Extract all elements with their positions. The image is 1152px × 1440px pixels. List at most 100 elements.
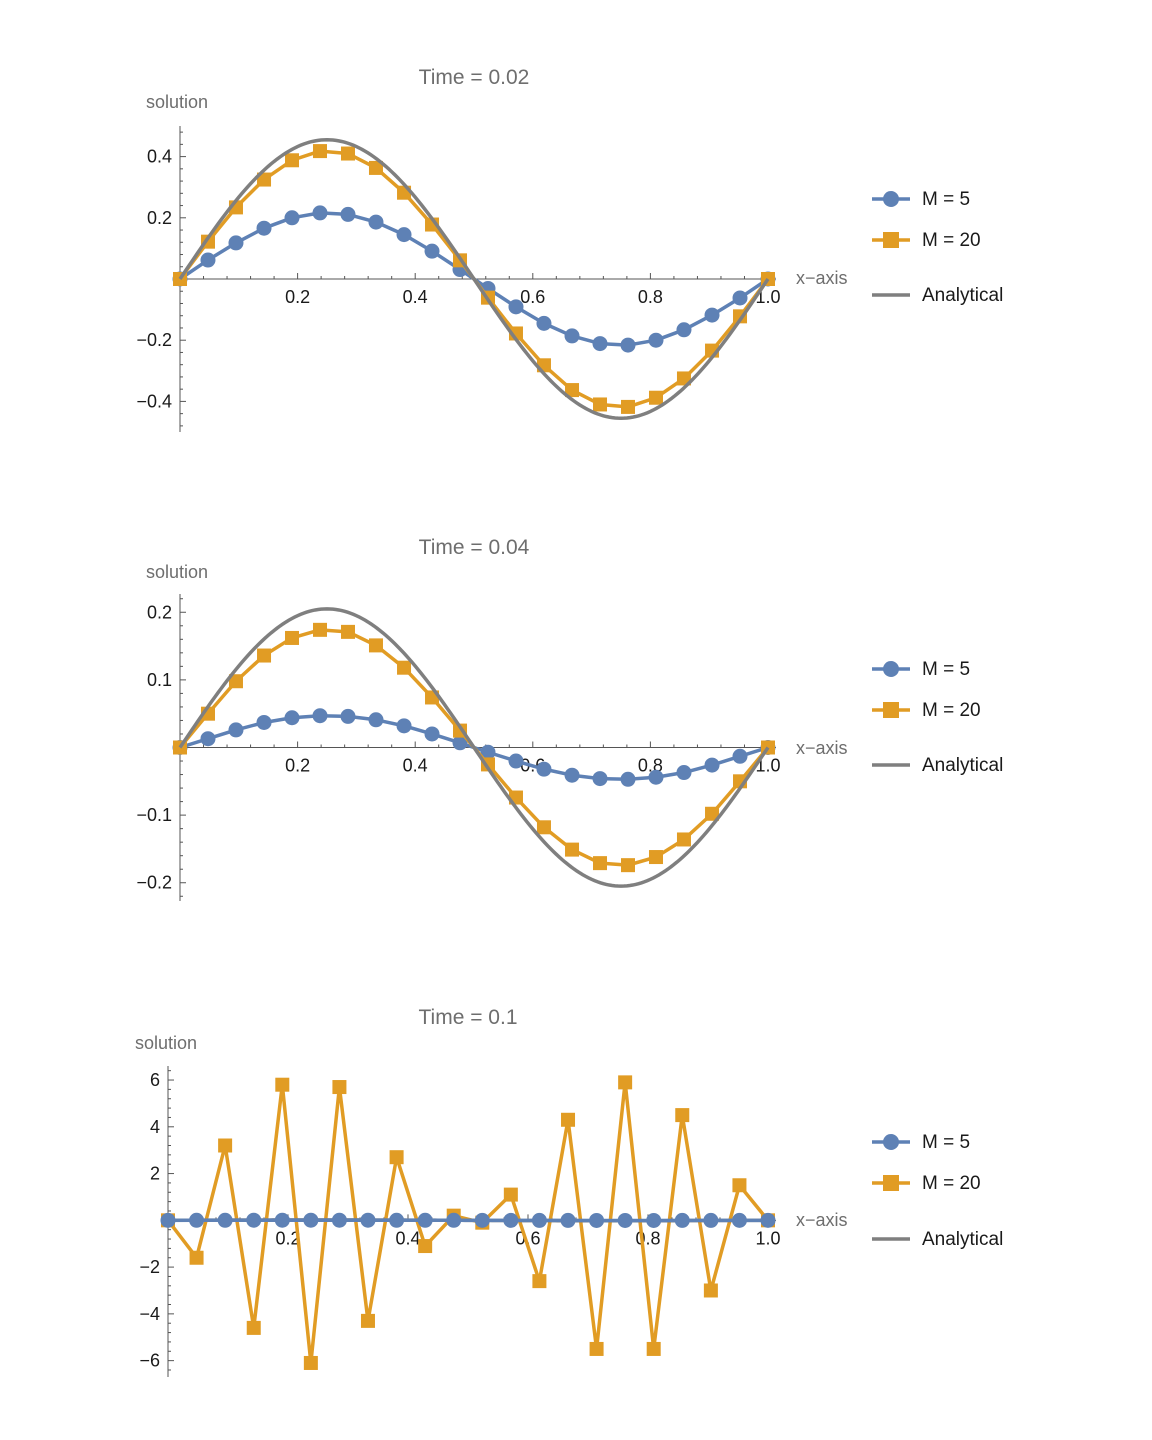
legend-marker-m20 [883, 1175, 899, 1191]
point-m5 [340, 206, 356, 222]
panel-time-0-04: Time = 0.04 solution x−axis 0.2 0.4 0.6 0.8… [136, 536, 1003, 901]
point-m20 [646, 1341, 661, 1356]
point-m5 [564, 328, 580, 344]
point-m20 [246, 1320, 261, 1335]
x-tick-label: 0.4 [403, 287, 428, 307]
point-m20 [368, 638, 383, 653]
x-tick-label: 0.2 [285, 756, 310, 776]
point-m5 [676, 322, 692, 338]
point-m20 [703, 1283, 718, 1298]
point-m5 [474, 1212, 490, 1228]
legend: M = 5 M = 20 Analytical [872, 659, 1003, 776]
point-m20 [536, 820, 551, 835]
x-tick-label: 0.6 [520, 287, 545, 307]
point-m5 [200, 252, 216, 268]
y-axis-label: solution [146, 92, 208, 112]
chart-title: Time = 0.04 [419, 536, 530, 559]
panel-time-0-02: Time = 0.02 solution x−axis 0.2 0.4 0.6 0.8… [136, 66, 1003, 432]
point-m5 [704, 757, 720, 773]
legend-marker-m5 [883, 191, 899, 207]
point-m20 [648, 850, 663, 865]
y-tick-label: −4 [139, 1304, 160, 1324]
point-m20 [340, 624, 355, 639]
legend-label-m20: M = 20 [922, 230, 981, 251]
point-m20 [648, 390, 663, 405]
point-m5 [424, 726, 440, 742]
x-tick-label: 1.0 [755, 756, 780, 776]
y-axis-label: solution [146, 562, 208, 582]
point-m5 [732, 748, 748, 764]
y-tick-label: 4 [150, 1117, 160, 1137]
point-m5 [217, 1212, 233, 1228]
point-m20 [189, 1250, 204, 1265]
point-m20 [275, 1077, 290, 1092]
point-m5 [228, 722, 244, 738]
point-m20 [418, 1239, 433, 1254]
series-line-analytical [178, 607, 770, 888]
legend-marker-m20 [883, 702, 899, 718]
point-m5 [284, 210, 300, 226]
point-m5 [564, 767, 580, 783]
legend-label-analytical: Analytical [922, 285, 1003, 306]
point-m5 [704, 307, 720, 323]
point-m20 [620, 399, 635, 414]
y-tick-label: 0.2 [147, 602, 172, 622]
point-m5 [508, 753, 524, 769]
point-m20 [228, 674, 243, 689]
point-m5 [396, 227, 412, 243]
point-m5 [312, 708, 328, 724]
y-tick-label: −0.4 [136, 391, 172, 411]
plot-area: 0.2 0.4 0.6 0.8 1.0 −6 −4 −2 2 4 6 [139, 1066, 781, 1377]
point-m20 [620, 858, 635, 873]
y-tick-label: −0.2 [136, 873, 172, 893]
point-m5 [731, 1212, 747, 1228]
point-m5 [648, 332, 664, 348]
x-tick-label: 0.6 [515, 1228, 540, 1248]
y-axis-label: solution [135, 1033, 197, 1053]
point-m20 [593, 856, 608, 871]
point-m5 [648, 769, 664, 785]
point-m5 [228, 235, 244, 251]
point-m5 [480, 744, 496, 760]
point-m5 [732, 290, 748, 306]
point-m5 [360, 1212, 376, 1228]
point-m5 [646, 1212, 662, 1228]
point-m20 [313, 622, 328, 637]
point-m5 [246, 1212, 262, 1228]
point-m20 [593, 397, 608, 412]
legend-marker-m20 [883, 232, 899, 248]
legend-label-m5: M = 5 [922, 1132, 970, 1153]
point-m5 [160, 1212, 176, 1228]
y-tick-label: 6 [150, 1070, 160, 1090]
point-m20 [218, 1138, 233, 1153]
y-tick-label: −0.1 [136, 805, 172, 825]
point-m20 [257, 648, 272, 663]
point-m20 [397, 660, 412, 675]
point-m5 [200, 731, 216, 747]
point-m20 [565, 842, 580, 857]
point-m5 [620, 337, 636, 353]
plot-area: 0.2 0.4 0.6 0.8 1.0 −0.4 −0.2 0.2 0.4 [136, 126, 781, 432]
point-m5 [760, 1212, 776, 1228]
point-m5 [703, 1212, 719, 1228]
y-tick-label: −6 [139, 1351, 160, 1371]
point-m5 [592, 771, 608, 787]
point-m5 [189, 1212, 205, 1228]
point-m5 [303, 1212, 319, 1228]
point-m20 [360, 1313, 375, 1328]
legend-label-m20: M = 20 [922, 700, 981, 721]
point-m20 [675, 1108, 690, 1123]
point-m20 [340, 146, 355, 161]
legend: M = 5 M = 20 Analytical [872, 189, 1003, 306]
point-m20 [676, 832, 691, 847]
legend-marker-m5 [883, 1134, 899, 1150]
point-m20 [257, 172, 272, 187]
x-tick-label: 1.0 [755, 287, 780, 307]
x-tick-label: 0.8 [638, 287, 663, 307]
point-m5 [417, 1212, 433, 1228]
series-line-analytical [178, 138, 770, 420]
x-tick-label: 0.2 [275, 1228, 300, 1248]
point-m5 [536, 761, 552, 777]
point-m5 [331, 1212, 347, 1228]
point-m5 [676, 765, 692, 781]
